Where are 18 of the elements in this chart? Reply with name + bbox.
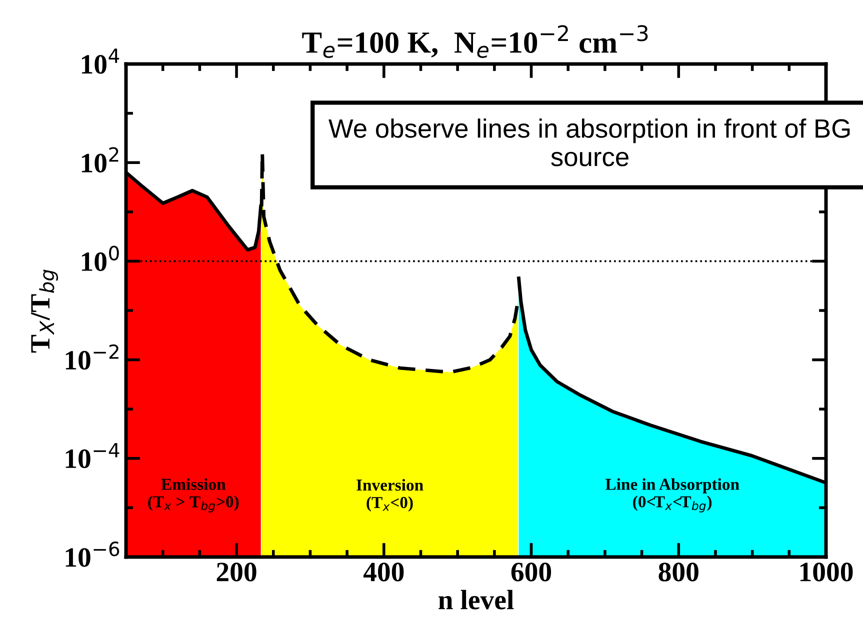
series-label: Inversion (T$_{x}$<0) (356, 478, 424, 512)
x-axis-title: n level (438, 590, 514, 610)
y-axis-title: T$_{X}$/T$_{bg}$ (31, 270, 58, 353)
y-tick-label: 10$^{0}$ (82, 246, 119, 272)
y-tick-label: 10$^{−4}$ (66, 443, 120, 468)
x-tick-label: 600 (511, 562, 552, 582)
series-label: Emission (T$_{x}$ > T$_{bg}$>0) (148, 478, 239, 512)
x-tick-label: 800 (658, 562, 698, 582)
x-tick-label: 200 (216, 562, 256, 582)
annotation: We observe lines in absorption in front of BG source (328, 118, 850, 166)
y-tick-label: 10$^{2}$ (82, 147, 118, 172)
x-tick-label: 400 (363, 562, 404, 582)
y-tick-label: 10$^{−6}$ (66, 542, 120, 567)
y-tick-label: 10$^{4}$ (82, 48, 120, 74)
chart-title: T$_{e}$=100 K, N$_{e}$=10$^{−2}$ cm$^{−3}$ (302, 25, 648, 58)
x-tick-label: 1000 (800, 562, 853, 582)
series-label: Line in Absorption (0<T$_{x}$<T$_{bg}$) (606, 478, 740, 512)
y-tick-label: 10$^{−2}$ (66, 344, 118, 370)
